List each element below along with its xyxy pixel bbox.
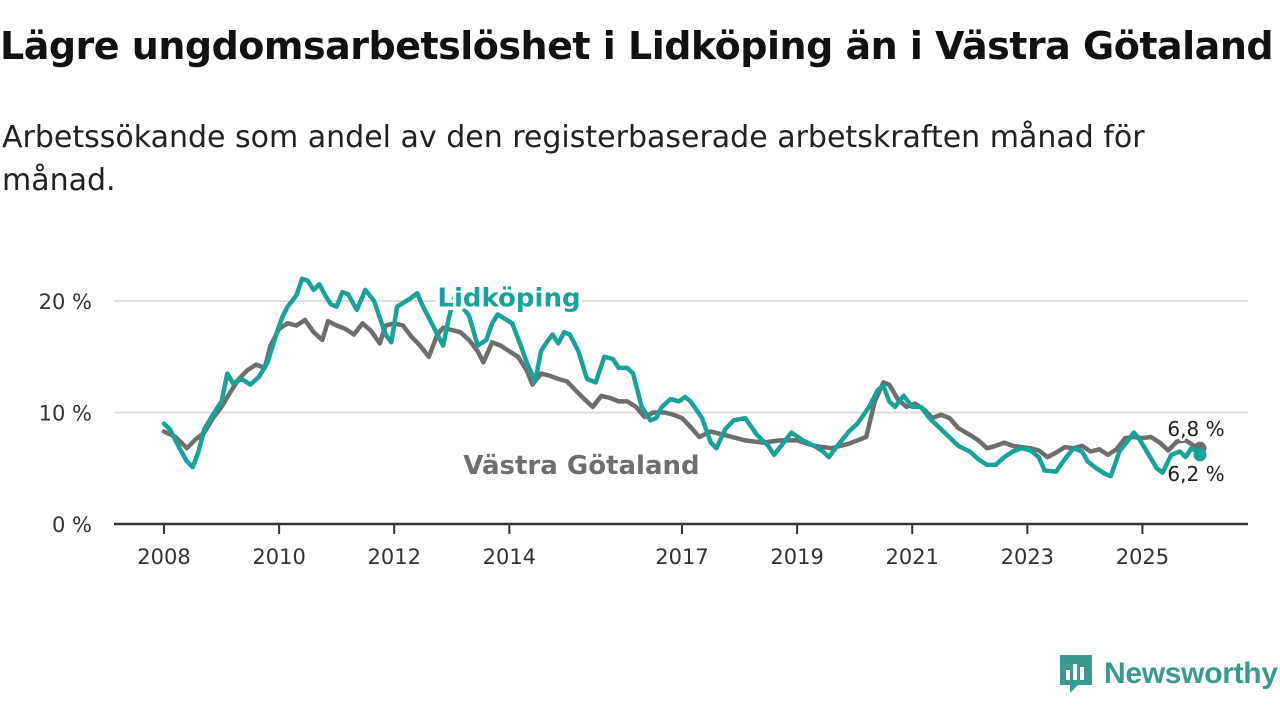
y-tick-label: 20 % <box>39 290 92 314</box>
x-tick-label: 2014 <box>483 545 536 569</box>
y-tick-label: 0 % <box>52 513 92 537</box>
end-label-lidk-ping: 6,2 % <box>1167 462 1224 486</box>
chart-title: Lägre ungdomsarbetslöshet i Lidköping än… <box>0 24 1274 68</box>
x-tick-label: 2012 <box>367 545 420 569</box>
end-label-halo-lidk-ping: 6,2 % <box>1167 462 1224 486</box>
x-tick-label: 2019 <box>770 545 823 569</box>
series-label-lidk-ping: Lidköping <box>437 284 580 314</box>
x-axis: 2008 2010 2012 2014 2017 2019 2021 2023 2025 <box>114 522 1248 569</box>
series-label-halo-lidk-ping: Lidköping <box>437 284 580 314</box>
brand-name: Newsworthy <box>1104 657 1278 690</box>
y-tick-label: 10 % <box>39 402 92 426</box>
newsworthy-logo-icon <box>1060 655 1092 693</box>
series-lines <box>161 276 1207 479</box>
newsworthy-logo: Newsworthy <box>1058 652 1278 696</box>
x-tick-label: 2008 <box>137 545 190 569</box>
end-point-lidk-ping <box>1193 448 1207 462</box>
series-label-halo-v-stra-g-taland: Västra Götaland <box>463 451 699 481</box>
series-label-v-stra-g-taland: Västra Götaland <box>463 451 699 481</box>
x-tick-label: 2017 <box>655 545 708 569</box>
series-line-v-stra-g-taland <box>161 317 1203 460</box>
y-axis-ticks: 0 % 10 % 20 % <box>39 290 92 537</box>
x-tick-label: 2021 <box>885 545 938 569</box>
x-tick-label: 2025 <box>1116 545 1169 569</box>
end-label-v-stra-g-taland: 6,8 % <box>1167 417 1224 441</box>
gridlines <box>114 300 1248 414</box>
series-line-lidk-ping <box>161 276 1203 479</box>
x-tick-label: 2010 <box>252 545 305 569</box>
chart-subtitle: Arbetssökande som andel av den registerb… <box>2 120 1145 198</box>
x-tick-label: 2023 <box>1001 545 1054 569</box>
end-label-halo-v-stra-g-taland: 6,8 % <box>1167 417 1224 441</box>
